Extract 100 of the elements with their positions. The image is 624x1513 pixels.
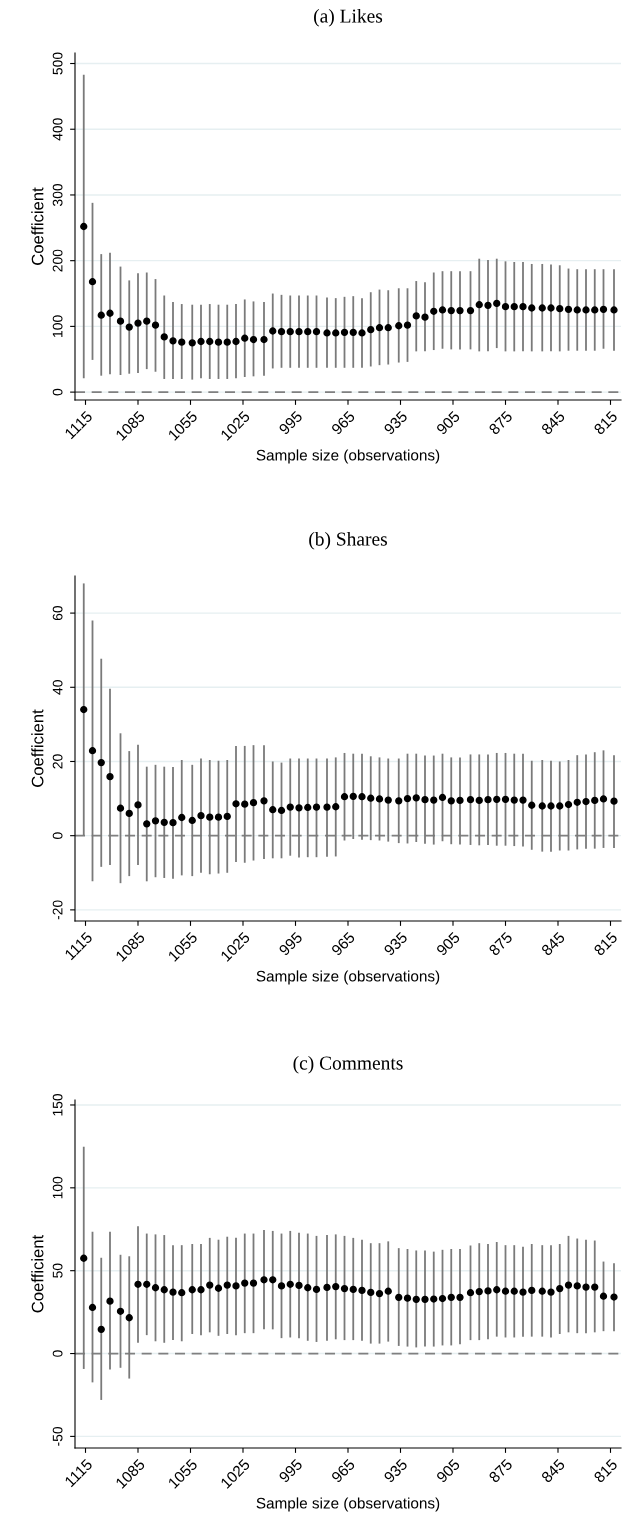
y-tick-label: 200 [52, 249, 63, 272]
point [430, 796, 438, 804]
point [456, 1293, 464, 1302]
y-tick-label: 500 [52, 52, 63, 75]
point [260, 797, 268, 805]
point [564, 305, 573, 313]
y-tick-label: 0 [52, 832, 63, 839]
point [528, 1286, 536, 1295]
point [206, 813, 214, 821]
point [295, 1281, 303, 1290]
point [323, 1283, 331, 1292]
point [466, 306, 475, 315]
y-tick-label: 20 [52, 754, 63, 769]
point [538, 304, 546, 312]
point [125, 1314, 133, 1322]
point [249, 799, 258, 807]
point [358, 1286, 366, 1295]
x-tick-label: 815 [593, 931, 618, 957]
point [430, 1295, 438, 1303]
point [349, 1285, 357, 1294]
x-tick-label: 935 [383, 1458, 408, 1484]
point [106, 773, 114, 781]
point [556, 305, 564, 313]
point [178, 1289, 186, 1297]
point [599, 1292, 608, 1300]
point [312, 803, 321, 811]
y-tick-label: 300 [52, 183, 63, 207]
point [510, 303, 518, 311]
point [403, 1294, 412, 1302]
point [260, 335, 268, 344]
x-tick-label: 995 [278, 410, 303, 436]
x-tick-label: 995 [278, 1458, 303, 1484]
point [214, 813, 223, 821]
point [395, 1293, 403, 1302]
point [547, 1288, 555, 1296]
point [223, 812, 231, 821]
point [80, 1254, 88, 1262]
point [323, 803, 331, 811]
point [456, 306, 464, 315]
point [358, 793, 366, 801]
point [80, 222, 88, 231]
point [484, 796, 492, 804]
point [249, 335, 258, 344]
point [197, 1286, 205, 1294]
point [269, 806, 277, 814]
point [582, 306, 590, 314]
x-tick-label: 965 [330, 931, 356, 957]
point [528, 801, 536, 809]
point [395, 322, 403, 330]
point [125, 809, 133, 818]
point [277, 1282, 286, 1290]
point [125, 323, 133, 331]
point [340, 328, 349, 336]
point [547, 802, 555, 810]
point [143, 820, 151, 828]
point [610, 306, 618, 314]
y-axis-title: Coefficient [31, 1234, 44, 1313]
point [277, 328, 286, 336]
point [384, 324, 392, 332]
point [223, 1281, 231, 1289]
point [160, 818, 168, 826]
point [188, 816, 196, 825]
point [501, 795, 510, 803]
point [134, 801, 142, 809]
x-tick-label: 935 [383, 410, 408, 436]
y-tick-label: 100 [52, 315, 63, 337]
point [304, 1284, 312, 1292]
point [260, 1276, 268, 1284]
point [358, 329, 366, 337]
point [206, 1281, 214, 1289]
point [349, 792, 357, 800]
point [97, 311, 105, 319]
y-axis-title: Coefficient [31, 187, 44, 265]
point [412, 1295, 420, 1303]
y-tick-label: -20 [52, 900, 63, 920]
x-tick-label: 965 [330, 410, 356, 436]
point [197, 337, 205, 346]
x-tick-label: 815 [593, 1458, 618, 1484]
point [564, 800, 573, 809]
x-tick-label: 935 [383, 931, 408, 957]
point [188, 1286, 196, 1294]
x-tick-label: 845 [540, 1458, 566, 1484]
point [519, 303, 527, 311]
point [232, 337, 240, 346]
point [367, 794, 375, 802]
point [143, 317, 151, 325]
point [312, 328, 321, 336]
point [116, 1307, 125, 1315]
point [493, 1286, 501, 1294]
point [249, 1279, 258, 1287]
point [134, 1280, 142, 1288]
point [573, 1282, 581, 1290]
point [241, 334, 249, 342]
point [610, 797, 618, 805]
point [384, 1287, 392, 1295]
point [421, 1295, 429, 1303]
point [430, 307, 438, 315]
x-axis-title: Sample size (observations) [256, 970, 440, 985]
point [277, 806, 286, 815]
y-tick-label: 100 [52, 1176, 63, 1199]
